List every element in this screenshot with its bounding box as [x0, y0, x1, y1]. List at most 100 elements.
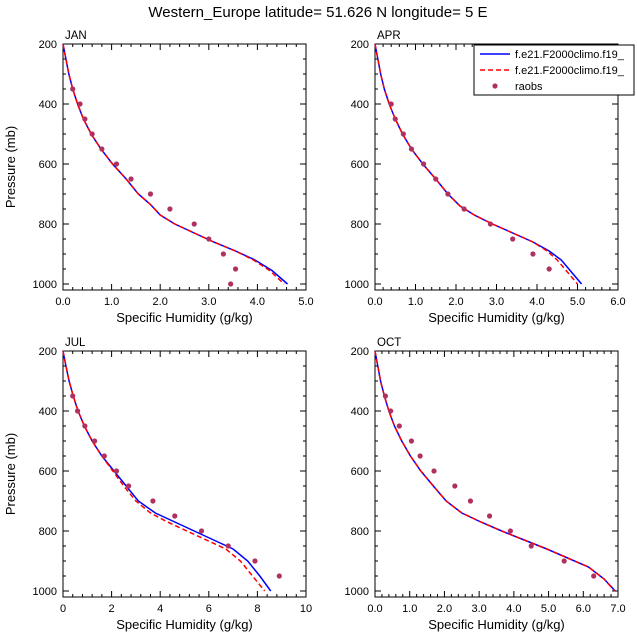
raobs-point — [228, 281, 234, 287]
panel-label: APR — [377, 30, 401, 42]
raobs-point — [191, 221, 197, 227]
y-tick-label: 400 — [351, 406, 369, 418]
x-tick-label: 5.0 — [298, 296, 313, 308]
y-tick-label: 200 — [39, 39, 57, 51]
panel-label: JUL — [65, 337, 86, 349]
raobs-point — [89, 131, 95, 137]
raobs-point — [276, 573, 282, 579]
x-tick-label: 3.0 — [471, 603, 486, 615]
raobs-point — [392, 116, 398, 122]
raobs-point — [77, 101, 83, 107]
raobs-point — [510, 236, 516, 242]
y-tick-label: 400 — [39, 99, 57, 111]
raobs-point — [467, 498, 474, 504]
x-tick-label: 3.0 — [489, 296, 504, 308]
panels: JAN 0.0 1.0 2.0 3.0 4.0 5.0 200 400 600 800 1000 Spe… — [3, 30, 626, 632]
y-axis-label: Pressure (mb) — [3, 433, 18, 515]
series-line-dashed — [374, 43, 579, 285]
raobs-point — [91, 438, 98, 444]
legend-marker — [492, 83, 498, 89]
x-tick-label: 6 — [206, 603, 212, 615]
raobs-point — [396, 423, 402, 429]
x-tick-label: 0.0 — [367, 603, 382, 615]
series-line-solid — [374, 350, 616, 592]
raobs-point — [452, 483, 458, 489]
legend-label: raobs — [515, 81, 543, 93]
x-tick-label: 4.0 — [506, 603, 521, 615]
chart-panel-jul: JUL 0 2 4 6 8 10 200 400 600 800 1000 Specific Humid… — [3, 337, 312, 632]
raobs-point — [408, 146, 415, 152]
x-tick-label: 7.0 — [610, 603, 625, 615]
raobs-point — [400, 131, 406, 137]
x-axis-label: Specific Humidity (g/kg) — [428, 617, 565, 632]
panel-label: OCT — [377, 337, 401, 349]
raobs-point — [82, 423, 88, 429]
y-tick-label: 600 — [351, 159, 369, 171]
raobs-point — [113, 161, 120, 167]
x-tick-label: 8 — [254, 603, 260, 615]
raobs-point — [431, 468, 437, 474]
legend-label: f.e21.F2000climo.f19_ — [515, 49, 625, 61]
raobs-point — [198, 528, 205, 534]
raobs-point — [99, 146, 105, 152]
y-tick-label: 1000 — [345, 586, 369, 598]
raobs-point — [530, 251, 536, 257]
raobs-point — [167, 206, 173, 212]
raobs-point — [417, 453, 423, 459]
plot-frame — [62, 43, 307, 291]
x-tick-label: 6.0 — [576, 603, 591, 615]
series-line-solid — [62, 350, 272, 592]
y-tick-label: 200 — [39, 346, 57, 358]
raobs-point — [128, 176, 134, 182]
plot-frame — [374, 350, 619, 598]
x-tick-label: 1.0 — [402, 603, 417, 615]
y-tick-label: 600 — [39, 466, 57, 478]
raobs-point — [546, 266, 552, 272]
y-tick-label: 800 — [351, 526, 369, 538]
y-axis-label: Pressure (mb) — [3, 126, 18, 208]
raobs-point — [487, 221, 494, 227]
x-tick-label: 4.0 — [529, 296, 544, 308]
raobs-point — [220, 251, 226, 257]
figure-title: Western_Europe latitude= 51.626 N longit… — [148, 4, 487, 21]
chart-panel-oct: OCT 0.0 1.0 2.0 3.0 4.0 5.0 6.0 7.0 200 400 600 800 1… — [345, 337, 626, 632]
raobs-point — [408, 438, 415, 444]
raobs-point — [172, 513, 178, 519]
raobs-point — [126, 483, 132, 489]
x-tick-label: 1.0 — [104, 296, 119, 308]
x-tick-label: 6.0 — [610, 296, 625, 308]
x-tick-label: 5.0 — [541, 603, 556, 615]
y-tick-label: 800 — [39, 526, 57, 538]
chart-panel-apr: APR 0.0 1.0 2.0 3.0 4.0 5.0 6.0 200 400 600 800 1000… — [345, 30, 626, 325]
raobs-point — [82, 116, 88, 122]
series-line-dashed — [374, 350, 616, 592]
y-tick-label: 1000 — [345, 279, 369, 291]
y-tick-label: 600 — [39, 159, 57, 171]
raobs-point — [101, 453, 107, 459]
raobs-point — [561, 558, 567, 564]
raobs-point — [225, 543, 231, 549]
raobs-point — [388, 101, 394, 107]
raobs-point — [486, 513, 493, 519]
raobs-point — [388, 408, 394, 414]
x-tick-label: 10 — [300, 603, 312, 615]
raobs-point — [150, 498, 156, 504]
raobs-point — [433, 176, 439, 182]
raobs-point — [382, 393, 389, 399]
raobs-point — [147, 191, 154, 197]
x-axis-label: Specific Humidity (g/kg) — [116, 617, 253, 632]
x-tick-label: 2.0 — [153, 296, 168, 308]
x-axis-label: Specific Humidity (g/kg) — [116, 310, 253, 325]
raobs-point — [591, 573, 597, 579]
plot-frame — [62, 350, 307, 598]
legend: f.e21.F2000climo.f19_ f.e21.F2000climo.f1… — [473, 44, 635, 96]
x-tick-label: 5.0 — [570, 296, 585, 308]
series-line-solid — [62, 43, 289, 285]
y-tick-label: 200 — [351, 39, 369, 51]
raobs-point — [206, 236, 212, 242]
x-tick-label: 4 — [157, 603, 163, 615]
chart-panel-jan: JAN 0.0 1.0 2.0 3.0 4.0 5.0 200 400 600 800 1000 Spe… — [3, 30, 314, 325]
x-tick-label: 4.0 — [250, 296, 265, 308]
y-tick-label: 800 — [39, 219, 57, 231]
